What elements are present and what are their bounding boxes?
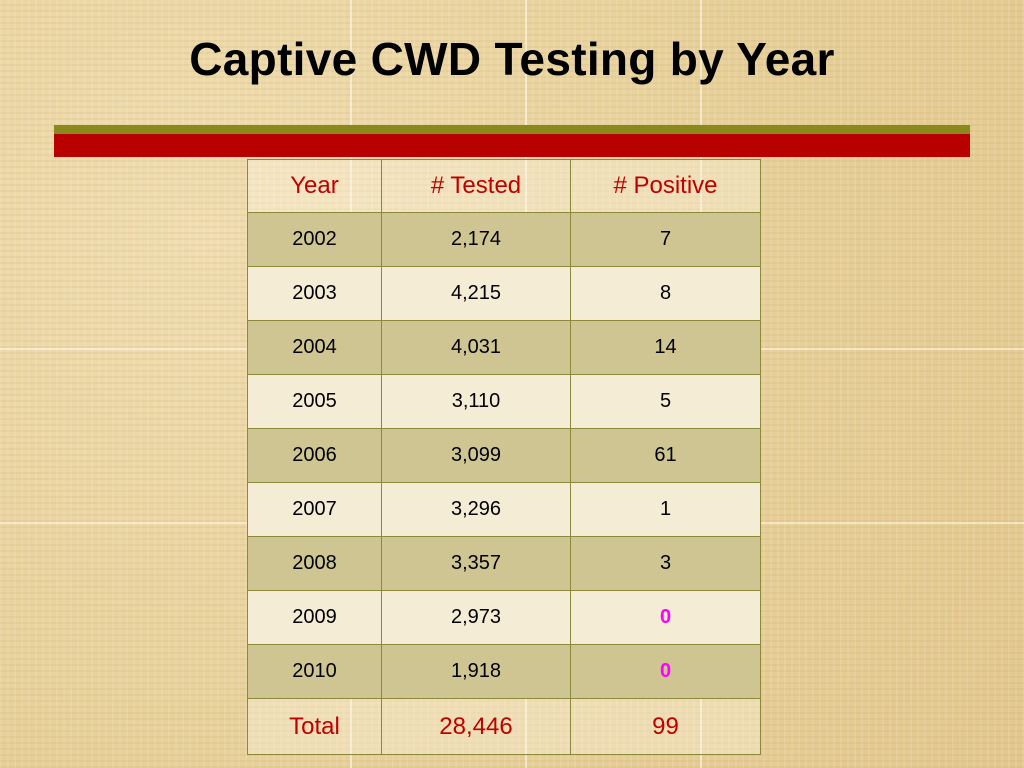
column-header-year: Year xyxy=(247,159,382,213)
table-row: 2006 3,099 61 xyxy=(247,428,761,483)
table-row: 2008 3,357 3 xyxy=(247,536,761,591)
positive-cell: 8 xyxy=(570,266,761,321)
year-cell: 2005 xyxy=(247,374,382,429)
year-cell: 2003 xyxy=(247,266,382,321)
year-cell: 2007 xyxy=(247,482,382,537)
testing-table: Year # Tested # Positive 2002 2,174 7 20… xyxy=(247,159,761,755)
table-total-row: Total 28,446 99 xyxy=(247,698,761,755)
table-row: 2002 2,174 7 xyxy=(247,212,761,267)
positive-cell: 7 xyxy=(570,212,761,267)
column-header-positive: # Positive xyxy=(570,159,761,213)
total-positive: 99 xyxy=(570,698,761,755)
table-row: 2010 1,918 0 xyxy=(247,644,761,699)
year-cell: 2002 xyxy=(247,212,382,267)
table-row: 2003 4,215 8 xyxy=(247,266,761,321)
testing-table-container: Year # Tested # Positive 2002 2,174 7 20… xyxy=(247,159,761,755)
title-underline-olive xyxy=(54,125,970,134)
positive-cell: 0 xyxy=(570,590,761,645)
year-cell: 2004 xyxy=(247,320,382,375)
year-cell: 2009 xyxy=(247,590,382,645)
column-header-tested: # Tested xyxy=(381,159,571,213)
tested-cell: 3,296 xyxy=(381,482,571,537)
tested-cell: 4,031 xyxy=(381,320,571,375)
positive-cell: 1 xyxy=(570,482,761,537)
table-row: 2004 4,031 14 xyxy=(247,320,761,375)
tested-cell: 3,110 xyxy=(381,374,571,429)
positive-cell: 0 xyxy=(570,644,761,699)
title-underline-red xyxy=(54,134,970,157)
slide-title: Captive CWD Testing by Year xyxy=(189,33,835,85)
table-row: 2007 3,296 1 xyxy=(247,482,761,537)
tested-cell: 4,215 xyxy=(381,266,571,321)
positive-cell: 5 xyxy=(570,374,761,429)
tested-cell: 1,918 xyxy=(381,644,571,699)
tested-cell: 2,973 xyxy=(381,590,571,645)
table-body: 2002 2,174 7 2003 4,215 8 2004 4,031 14 … xyxy=(247,212,761,699)
year-cell: 2010 xyxy=(247,644,382,699)
positive-cell: 3 xyxy=(570,536,761,591)
positive-cell: 61 xyxy=(570,428,761,483)
total-tested: 28,446 xyxy=(381,698,571,755)
positive-cell: 14 xyxy=(570,320,761,375)
tested-cell: 3,099 xyxy=(381,428,571,483)
table-header-row: Year # Tested # Positive xyxy=(247,159,761,213)
year-cell: 2008 xyxy=(247,536,382,591)
tested-cell: 2,174 xyxy=(381,212,571,267)
total-label: Total xyxy=(247,698,382,755)
table-row: 2005 3,110 5 xyxy=(247,374,761,429)
tested-cell: 3,357 xyxy=(381,536,571,591)
year-cell: 2006 xyxy=(247,428,382,483)
table-row: 2009 2,973 0 xyxy=(247,590,761,645)
